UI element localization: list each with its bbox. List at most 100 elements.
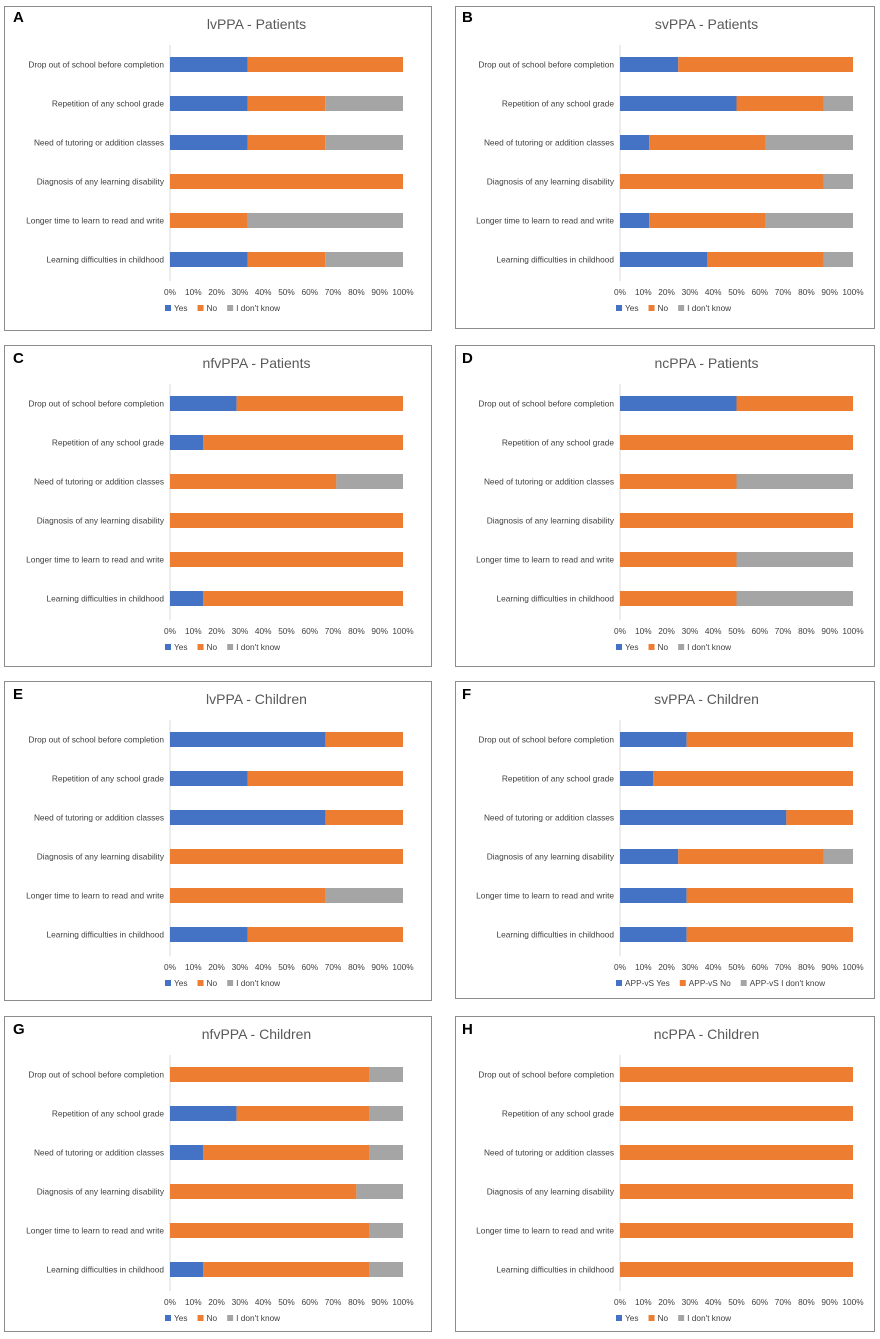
x-tick-label: 80% — [348, 626, 365, 636]
legend-swatch — [227, 1315, 234, 1321]
category-label: Drop out of school before completion — [28, 1070, 164, 1080]
legend-swatch — [227, 305, 234, 311]
category-label: Repetition of any school grade — [502, 99, 614, 109]
category-label: Drop out of school before completion — [478, 735, 614, 745]
bar-segment — [620, 1106, 853, 1121]
bar-segment — [786, 810, 853, 825]
bar-segment — [620, 513, 853, 528]
x-tick-label: 30% — [682, 287, 699, 297]
chart-svg: nfvPPA - Patients Drop out of school befo… — [26, 355, 414, 652]
category-label: Learning difficulties in childhood — [47, 594, 165, 604]
bar-segment — [170, 849, 403, 864]
bar-segment — [765, 213, 853, 228]
legend-swatch — [678, 305, 685, 311]
x-tick-label: 70% — [325, 287, 342, 297]
x-tick-label: 10% — [635, 626, 652, 636]
bar-segment — [369, 1262, 403, 1277]
bar-segment — [247, 135, 326, 150]
category-label: Drop out of school before completion — [28, 399, 164, 409]
x-tick-label: 30% — [232, 626, 249, 636]
x-tick-label: 0% — [164, 626, 177, 636]
x-tick-label: 50% — [728, 1297, 745, 1307]
x-tick-label: 90% — [821, 962, 838, 972]
x-tick-label: 40% — [705, 1297, 722, 1307]
bar-segment — [620, 135, 650, 150]
legend-label: Yes — [174, 303, 188, 313]
category-label: Need of tutoring or addition classes — [34, 477, 164, 487]
x-tick-label: 50% — [728, 962, 745, 972]
legend-label: No — [207, 303, 218, 313]
bar-segment — [203, 591, 403, 606]
legend-swatch — [165, 644, 171, 650]
category-label: Diagnosis of any learning disability — [487, 177, 615, 187]
bar-segment — [203, 1145, 370, 1160]
x-tick-label: 30% — [682, 962, 699, 972]
bar-segment — [170, 1223, 370, 1238]
chart-svg: svPPA - Children Drop out of school befor… — [476, 691, 864, 988]
legend-label: APP-vS Yes — [625, 978, 670, 988]
bar-segment — [736, 552, 853, 567]
x-tick-label: 40% — [255, 626, 272, 636]
bar-segment — [620, 252, 708, 267]
x-tick-label: 10% — [185, 962, 202, 972]
x-tick-label: 50% — [728, 626, 745, 636]
bar-segment — [170, 591, 204, 606]
bar-segment — [325, 135, 403, 150]
bar-segment — [678, 57, 853, 72]
legend-label: Yes — [625, 1313, 639, 1323]
bar-segment — [170, 474, 337, 489]
x-tick-label: 30% — [682, 626, 699, 636]
bar-segment — [170, 135, 248, 150]
bar-segment — [336, 474, 403, 489]
bar-segment — [356, 1184, 403, 1199]
category-label: Longer time to learn to read and write — [476, 555, 614, 565]
x-tick-label: 30% — [232, 287, 249, 297]
category-label: Drop out of school before completion — [478, 399, 614, 409]
legend-swatch — [616, 305, 622, 311]
x-tick-label: 100% — [842, 287, 864, 297]
category-label: Learning difficulties in childhood — [497, 930, 615, 940]
x-tick-label: 80% — [348, 962, 365, 972]
x-tick-label: 80% — [798, 626, 815, 636]
x-tick-label: 90% — [821, 626, 838, 636]
bar-segment — [736, 396, 853, 411]
bar-segment — [686, 927, 853, 942]
bar-segment — [620, 927, 687, 942]
category-label: Need of tutoring or addition classes — [34, 813, 164, 823]
category-label: Longer time to learn to read and write — [476, 216, 614, 226]
x-tick-label: 0% — [164, 962, 177, 972]
legend-swatch — [165, 305, 171, 311]
category-label: Learning difficulties in childhood — [47, 1265, 165, 1275]
bar-segment — [620, 474, 737, 489]
category-label: Diagnosis of any learning disability — [487, 852, 615, 862]
category-label: Learning difficulties in childhood — [47, 930, 165, 940]
bar-segment — [170, 396, 237, 411]
legend-label: Yes — [174, 642, 188, 652]
legend-swatch — [678, 1315, 685, 1321]
category-label: Repetition of any school grade — [502, 774, 614, 784]
category-label: Longer time to learn to read and write — [476, 891, 614, 901]
category-label: Longer time to learn to read and write — [26, 891, 164, 901]
x-tick-label: 50% — [278, 1297, 295, 1307]
legend-label: I don't know — [687, 1313, 732, 1323]
bar-segment — [170, 552, 403, 567]
bar-segment — [203, 1262, 370, 1277]
legend-label: I don't know — [236, 1313, 281, 1323]
x-tick-label: 20% — [208, 626, 225, 636]
x-tick-label: 40% — [705, 626, 722, 636]
chart-title: lvPPA - Patients — [207, 16, 306, 32]
x-tick-label: 10% — [635, 287, 652, 297]
category-label: Longer time to learn to read and write — [476, 1226, 614, 1236]
bar-segment — [325, 888, 403, 903]
category-label: Learning difficulties in childhood — [497, 255, 615, 265]
x-tick-label: 90% — [371, 626, 388, 636]
chart-svg: nfvPPA - Children Drop out of school befo… — [26, 1026, 414, 1323]
x-tick-label: 20% — [208, 962, 225, 972]
chart-title: lvPPA - Children — [206, 691, 307, 707]
x-tick-label: 10% — [185, 626, 202, 636]
x-tick-label: 60% — [751, 287, 768, 297]
legend-label: I don't know — [687, 303, 732, 313]
